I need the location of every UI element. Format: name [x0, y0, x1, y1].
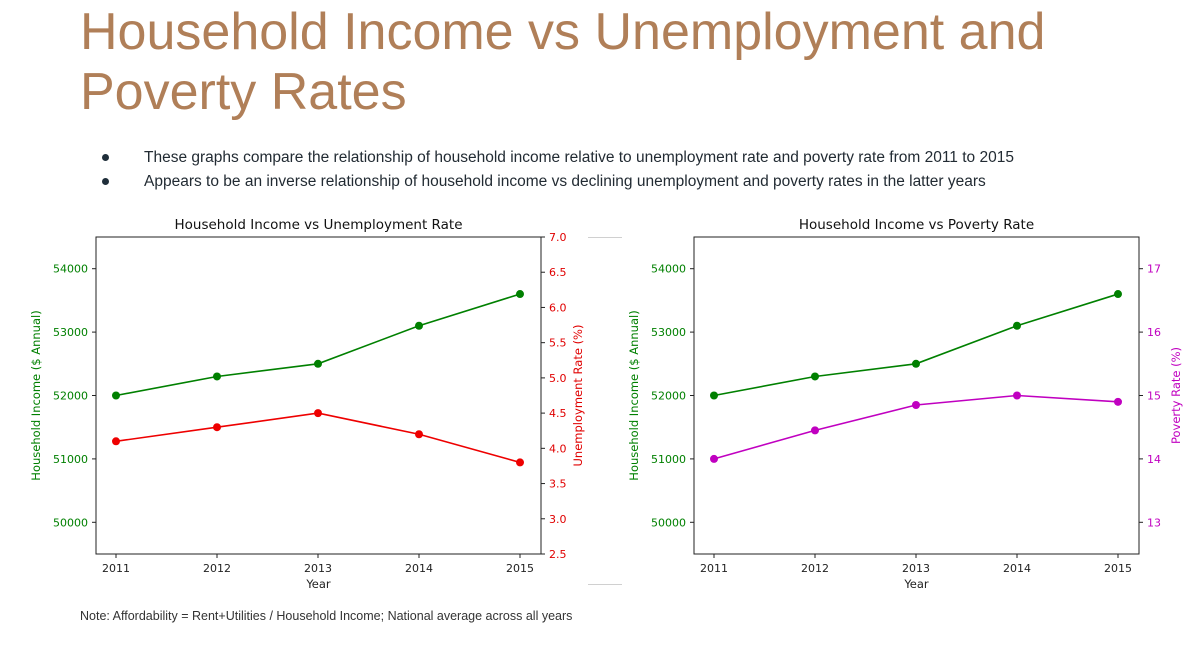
- data-point: [912, 401, 920, 410]
- series-line: [115, 412, 521, 464]
- right-y-tick-label: 13: [1147, 516, 1161, 529]
- right-y-tick-label: 5.0: [549, 372, 567, 385]
- right-y-tick-label: 3.0: [549, 513, 567, 526]
- left-y-tick-label: 50000: [651, 516, 686, 529]
- series-line: [713, 293, 1119, 397]
- right-y-tick-label: 2.5: [549, 548, 567, 561]
- left-y-axis-label: Household Income ($ Annual): [29, 310, 43, 480]
- plot-frame: [95, 236, 542, 555]
- series-line: [115, 293, 521, 397]
- right-y-tick-label: 6.5: [549, 266, 567, 279]
- data-point: [415, 430, 423, 439]
- x-tick-label: 2015: [506, 562, 534, 575]
- data-point: [710, 454, 718, 463]
- data-point: [811, 426, 819, 435]
- data-point: [811, 372, 819, 381]
- x-tick-label: 2014: [1003, 562, 1031, 575]
- divider: [588, 584, 622, 585]
- data-point: [112, 437, 120, 446]
- right-y-tick-label: 15: [1147, 390, 1161, 403]
- right-y-axis-label: Unemployment Rate (%): [571, 325, 585, 467]
- unemployment-chart: Household Income vs Unemployment Rate 201…: [29, 217, 585, 591]
- x-tick-label: 2015: [1104, 562, 1132, 575]
- right-y-tick-label: 5.5: [549, 337, 567, 350]
- left-y-tick-label: 50000: [53, 516, 88, 529]
- bullet-item: These graphs compare the relationship of…: [100, 146, 1014, 170]
- right-y-tick-label: 4.5: [549, 407, 567, 420]
- data-point: [1114, 290, 1122, 299]
- right-y-tick-label: 16: [1147, 326, 1161, 339]
- left-y-tick-label: 53000: [651, 326, 686, 339]
- left-y-tick-label: 51000: [651, 453, 686, 466]
- right-y-tick-label: 4.0: [549, 442, 567, 455]
- data-point: [1114, 397, 1122, 406]
- x-tick-label: 2011: [700, 562, 728, 575]
- data-point: [1013, 391, 1021, 400]
- right-y-tick-label: 14: [1147, 453, 1161, 466]
- data-point: [314, 409, 322, 418]
- x-tick-label: 2013: [304, 562, 332, 575]
- right-y-tick-label: 17: [1147, 263, 1161, 276]
- data-point: [213, 372, 221, 381]
- left-y-tick-label: 51000: [53, 453, 88, 466]
- page-title: Household Income vs Unemployment and Pov…: [80, 3, 1046, 121]
- x-tick-label: 2014: [405, 562, 433, 575]
- right-y-tick-label: 7.0: [549, 231, 567, 244]
- right-y-axis-label: Poverty Rate (%): [1169, 347, 1183, 444]
- left-y-tick-label: 52000: [651, 390, 686, 403]
- data-point: [710, 391, 718, 400]
- left-y-tick-label: 53000: [53, 326, 88, 339]
- right-y-tick-label: 6.0: [549, 301, 567, 314]
- data-point: [516, 290, 524, 299]
- data-point: [1013, 321, 1021, 330]
- chart-title: Household Income vs Unemployment Rate: [174, 217, 462, 233]
- x-tick-label: 2012: [203, 562, 231, 575]
- x-tick-label: 2011: [102, 562, 130, 575]
- left-y-axis-label: Household Income ($ Annual): [627, 310, 641, 480]
- left-y-tick-label: 52000: [53, 390, 88, 403]
- divider: [588, 237, 622, 238]
- right-y-tick-label: 3.5: [549, 478, 567, 491]
- plot-frame: [693, 236, 1140, 555]
- footnote: Note: Affordability = Rent+Utilities / H…: [80, 609, 573, 623]
- data-point: [314, 359, 322, 368]
- data-point: [415, 321, 423, 330]
- poverty-chart: Household Income vs Poverty Rate 2011 2012…: [627, 217, 1183, 591]
- data-point: [912, 359, 920, 368]
- left-y-tick-label: 54000: [53, 263, 88, 276]
- data-point: [516, 458, 524, 467]
- x-tick-label: 2012: [801, 562, 829, 575]
- bullet-list: These graphs compare the relationship of…: [100, 146, 1014, 194]
- data-point: [112, 391, 120, 400]
- data-point: [213, 423, 221, 432]
- left-y-tick-label: 54000: [651, 263, 686, 276]
- x-axis-label: Year: [305, 577, 331, 591]
- bullet-item: Appears to be an inverse relationship of…: [100, 170, 1014, 194]
- x-axis-label: Year: [903, 577, 929, 591]
- chart-title: Household Income vs Poverty Rate: [799, 217, 1034, 233]
- x-tick-label: 2013: [902, 562, 930, 575]
